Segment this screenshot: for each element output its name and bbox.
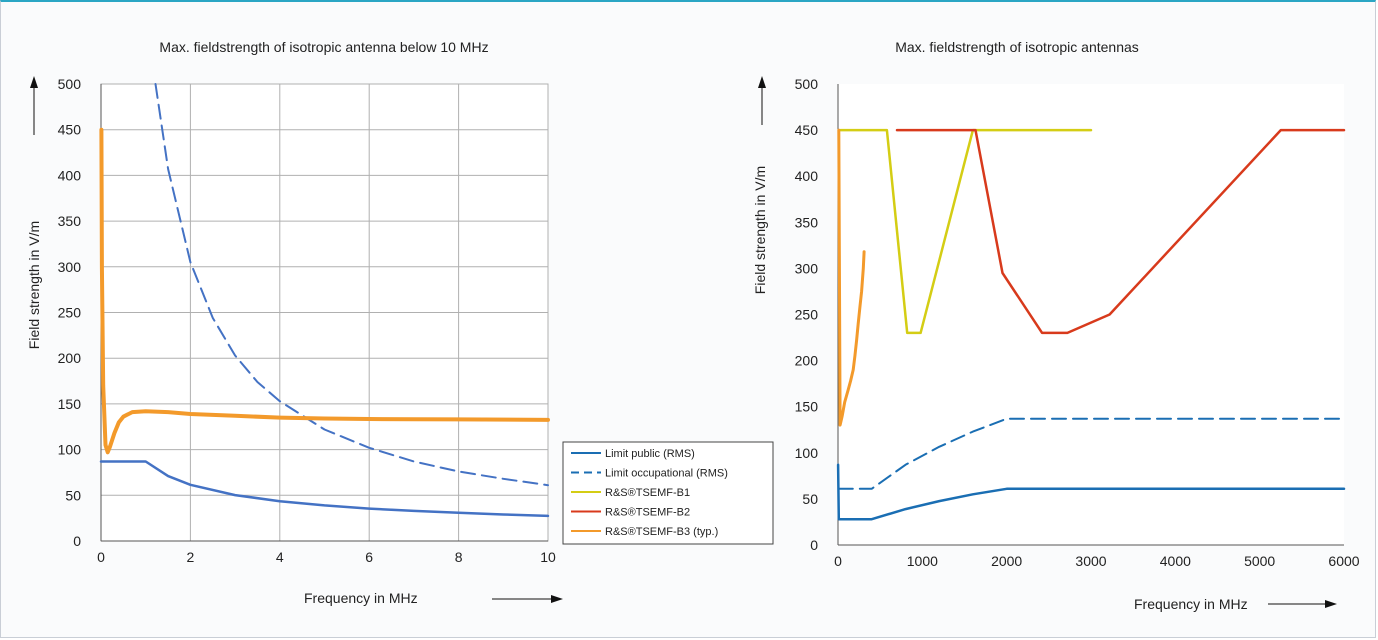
x-tick-label: 0: [834, 553, 842, 569]
chart-title: Max. fieldstrength of isotropic antennas: [895, 39, 1139, 55]
x-axis-arrow-head: [551, 595, 563, 603]
series-line-r-s-tsemf-b1: [839, 128, 1093, 335]
x-tick-label: 6: [365, 549, 373, 565]
y-tick-label: 50: [802, 491, 818, 507]
y-tick-label: 50: [65, 487, 81, 503]
y-tick-label: 400: [58, 167, 82, 183]
series-line-r-s-tsemf-b2: [895, 128, 1346, 335]
y-tick-label: 350: [58, 213, 82, 229]
y-tick-label: 0: [810, 537, 818, 553]
x-tick-label: 1000: [907, 553, 938, 569]
x-axis-label: Frequency in MHz: [304, 590, 418, 606]
x-tick-label: 2000: [991, 553, 1022, 569]
y-tick-label: 150: [58, 396, 82, 412]
legend-label: Limit public (RMS): [605, 448, 695, 460]
series-line-r-s-tsemf-b3-typ: [837, 128, 866, 427]
legend-label: Limit occupational (RMS): [605, 468, 728, 480]
x-tick-label: 10: [540, 549, 556, 565]
y-axis-label: Field strength in V/m: [26, 221, 42, 349]
plot-area: [838, 84, 1344, 545]
x-tick-label: 4: [276, 549, 284, 565]
legend-label: R&S®TSEMF-B3 (typ.): [605, 526, 718, 538]
x-tick-label: 6000: [1328, 553, 1359, 569]
x-tick-label: 0: [97, 549, 105, 565]
y-tick-label: 200: [58, 350, 82, 366]
chart-right: Max. fieldstrength of isotropic antennas…: [752, 39, 1360, 612]
x-axis-arrow-head: [1325, 600, 1337, 608]
series-line-limit-public-rms: [836, 463, 1346, 521]
y-tick-label: 300: [795, 260, 819, 276]
y-tick-label: 250: [58, 305, 82, 321]
y-tick-label: 450: [58, 122, 82, 138]
x-tick-label: 8: [455, 549, 463, 565]
series-line-limit-occupational-rms: [154, 83, 549, 487]
y-tick-label: 500: [58, 76, 82, 92]
y-tick-label: 450: [795, 122, 819, 138]
legend-box: [562, 441, 774, 545]
y-tick-label: 350: [795, 214, 819, 230]
y-axis-label: Field strength in V/m: [752, 166, 768, 294]
x-tick-label: 4000: [1160, 553, 1191, 569]
y-tick-label: 250: [795, 307, 819, 323]
y-tick-label: 100: [58, 442, 82, 458]
x-tick-label: 5000: [1244, 553, 1275, 569]
y-axis-arrow-head: [758, 76, 766, 88]
x-tick-label: 2: [187, 549, 195, 565]
legend-label: R&S®TSEMF-B1: [605, 487, 690, 499]
y-axis-arrow-head: [30, 76, 38, 88]
legend: Limit public (RMS) Limit occupational (RM…: [562, 441, 774, 545]
y-tick-label: 0: [73, 533, 81, 549]
y-tick-label: 100: [795, 445, 819, 461]
y-tick-label: 150: [795, 399, 819, 415]
x-axis-label: Frequency in MHz: [1134, 596, 1248, 612]
legend-label: R&S®TSEMF-B2: [605, 507, 690, 519]
series-line-r-s-tsemf-b3-typ: [99, 127, 550, 455]
x-tick-label: 3000: [1075, 553, 1106, 569]
chart-title: Max. fieldstrength of isotropic antenna …: [159, 39, 488, 55]
y-tick-label: 300: [58, 259, 82, 275]
series-line-limit-occupational-rms: [837, 417, 1345, 490]
chart-left: Max. fieldstrength of isotropic antenna …: [26, 39, 563, 606]
y-tick-label: 500: [795, 76, 819, 92]
series-line-limit-public-rms: [99, 460, 550, 518]
y-tick-label: 200: [795, 353, 819, 369]
y-tick-label: 400: [795, 168, 819, 184]
